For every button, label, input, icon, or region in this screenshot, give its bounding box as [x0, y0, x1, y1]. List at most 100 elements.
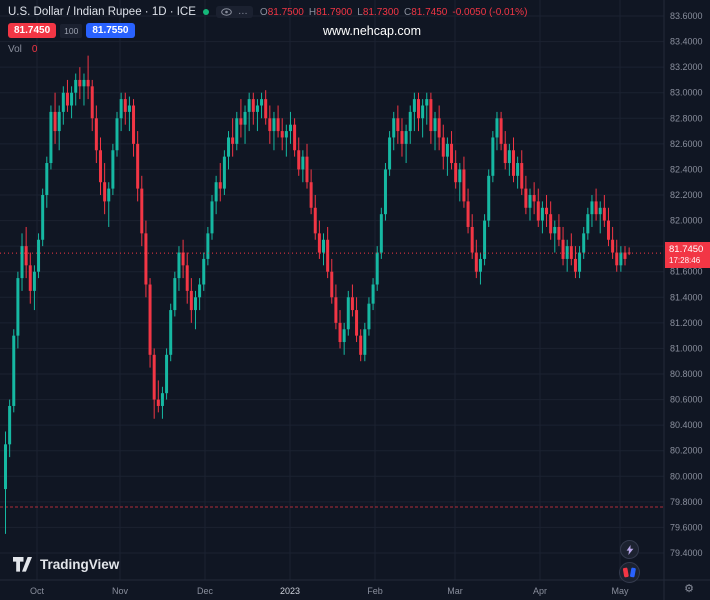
candle-body [437, 118, 441, 138]
candle-body [140, 188, 144, 234]
price-tick-label: 82.2000 [670, 190, 703, 200]
time-tick-label: Mar [447, 586, 463, 596]
candle-body [222, 156, 226, 189]
candle-body [602, 207, 606, 221]
volume-label[interactable]: Vol [8, 44, 22, 55]
candle-body [350, 297, 354, 311]
price-tick-label: 81.2000 [670, 318, 703, 328]
candle-body [338, 322, 342, 343]
candle-body [111, 150, 115, 189]
symbol-title[interactable]: U.S. Dollar / Indian Rupee · 1D · ICE [8, 6, 196, 18]
time-tick-label: Nov [112, 586, 129, 596]
candle-body [28, 265, 32, 291]
candle-body [103, 182, 107, 202]
settings-gear-icon[interactable]: ⚙ [684, 583, 694, 595]
candle-body [214, 182, 218, 202]
candle-body [425, 99, 429, 106]
candle-body [524, 188, 528, 208]
price-axis[interactable] [664, 0, 710, 580]
candle-body [189, 290, 193, 311]
candle-body [53, 111, 57, 132]
close-value: 81.7450 [411, 6, 448, 18]
price-tick-label: 82.8000 [670, 113, 703, 123]
candle-body [37, 239, 41, 272]
tradingview-logo-text: TradingView [40, 557, 120, 572]
candle-body [615, 252, 619, 266]
time-axis[interactable] [0, 580, 664, 600]
price-tick-label: 80.2000 [670, 446, 703, 456]
candle-body [309, 182, 313, 208]
candle-body [202, 258, 206, 285]
candle-body [301, 156, 305, 170]
candle-body [412, 99, 416, 112]
candle-body [545, 207, 549, 215]
candle-body [367, 303, 371, 330]
candle-body [553, 226, 557, 234]
time-tick-label: Oct [30, 586, 45, 596]
price-tick-label: 80.6000 [670, 395, 703, 405]
candle-body [474, 252, 478, 272]
candle-body [156, 399, 160, 406]
candle-body [606, 220, 610, 240]
candle-body [313, 207, 317, 234]
candle-body [441, 137, 445, 157]
candle-body [379, 214, 383, 253]
candle-body [392, 118, 396, 138]
candle-body [297, 150, 301, 170]
candle-body [499, 118, 503, 144]
buy-price-button[interactable]: 81.7550 [86, 23, 135, 38]
candle-body [454, 163, 458, 183]
candle-body [359, 335, 363, 355]
sell-price-button[interactable]: 81.7450 [8, 23, 57, 38]
candle-body [268, 118, 272, 132]
candle-body [536, 201, 540, 221]
candle-body [586, 214, 590, 234]
candle-body [160, 393, 164, 406]
candle-body [450, 143, 454, 164]
more-options-icon[interactable]: … [237, 6, 248, 17]
candle-body [152, 354, 156, 400]
candle-body [578, 252, 582, 272]
candle-body [561, 239, 565, 259]
price-tick-label: 81.4000 [670, 292, 703, 302]
candle-body [255, 105, 259, 112]
candle-body [396, 118, 400, 132]
price-tick-label: 82.0000 [670, 216, 703, 226]
candle-body [582, 233, 586, 253]
eye-icon[interactable] [221, 8, 232, 16]
candle-body [342, 329, 346, 343]
close-label: C [403, 6, 412, 18]
low-value: 81.7300 [362, 6, 399, 18]
lightning-button[interactable] [620, 540, 639, 559]
candle-body [598, 207, 602, 215]
candle-body [198, 284, 202, 298]
candle-body [173, 278, 177, 311]
tradingview-logo[interactable]: TradingView [12, 556, 119, 573]
candle-body [280, 131, 284, 138]
candle-body [491, 137, 495, 176]
candle-body [218, 182, 222, 189]
candle-body [619, 252, 623, 266]
candle-body [41, 195, 45, 240]
candle-body [293, 124, 297, 151]
candle-body [305, 156, 309, 183]
candle-body [388, 137, 392, 170]
low-label: L [357, 6, 363, 18]
candle-body [78, 79, 82, 87]
candle-body [288, 124, 292, 132]
candle-body [569, 246, 573, 259]
candle-body [181, 252, 185, 266]
candle-body [148, 284, 152, 355]
price-tick-label: 80.8000 [670, 369, 703, 379]
candle-body [260, 99, 264, 106]
candle-body [400, 131, 404, 144]
candle-body [590, 201, 594, 215]
candle-body [235, 118, 239, 144]
candle-body [82, 79, 86, 87]
ohlc-readout: O81.7500 H81.7900 L81.7300 C81.7450 -0.0… [260, 7, 527, 18]
multichart-button[interactable] [619, 562, 640, 583]
price-tick-label: 80.0000 [670, 471, 703, 481]
candle-body [322, 239, 326, 253]
last-price-label: 81.7450 17:28:46 [665, 242, 710, 269]
